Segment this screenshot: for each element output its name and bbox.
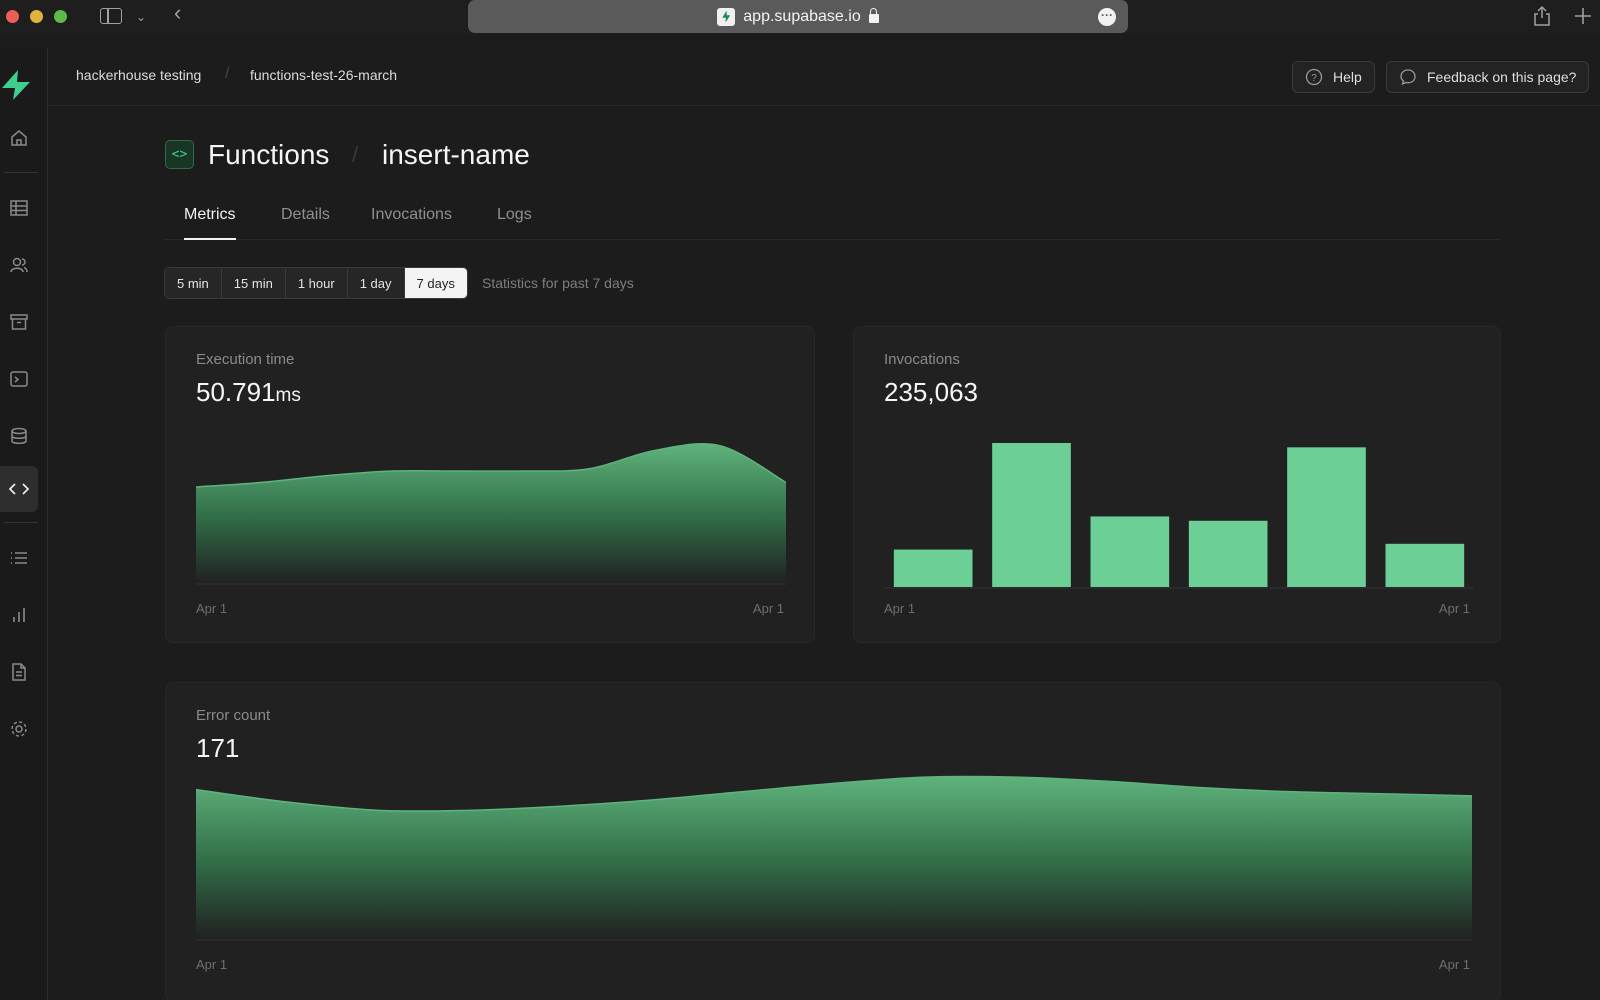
url-text: app.supabase.io (743, 7, 861, 25)
terminal-icon (10, 371, 28, 387)
maximize-window-button[interactable] (54, 10, 67, 23)
nav-settings[interactable] (0, 706, 38, 752)
left-nav (0, 48, 48, 1000)
function-tabs: Metrics Details Invocations Logs (164, 196, 1500, 240)
address-bar[interactable]: app.supabase.io ··· (468, 0, 1128, 33)
breadcrumb-project[interactable]: functions-test-26-march (250, 67, 398, 83)
range-1-hour[interactable]: 1 hour (285, 268, 348, 298)
invocations-card: Invocations 235,063 Apr 1 Apr 1 (853, 326, 1501, 643)
invocations-chart (884, 443, 1474, 589)
more-options-icon[interactable]: ··· (1098, 8, 1116, 26)
help-icon: ? (1305, 68, 1323, 86)
area-line (196, 443, 786, 488)
time-range-selector: 5 min 15 min 1 hour 1 day 7 days (164, 267, 468, 299)
execution-time-card: Execution time 50.791ms Apr 1 Apr 1 (165, 326, 815, 643)
page-title[interactable]: Functions (208, 139, 330, 170)
nav-edge-functions[interactable] (0, 466, 38, 512)
site-favicon-icon (717, 7, 736, 26)
tab-details[interactable]: Details (281, 206, 330, 223)
nav-table-editor[interactable] (0, 185, 38, 231)
users-icon (10, 257, 28, 273)
x-axis-end-label: Apr 1 (1438, 957, 1470, 972)
nav-api-docs[interactable] (0, 649, 38, 695)
nav-storage[interactable] (0, 299, 38, 345)
nav-database[interactable] (0, 413, 38, 459)
list-icon (11, 552, 27, 564)
functions-code-icon: <> (165, 140, 194, 169)
area-series (196, 443, 786, 583)
gear-icon (11, 721, 27, 737)
card-label: Error count (196, 707, 271, 724)
help-button[interactable]: ? Help (1292, 61, 1375, 93)
feedback-button[interactable]: Feedback on this page? (1386, 61, 1590, 93)
range-description: Statistics for past 7 days (482, 275, 634, 291)
share-icon[interactable] (1532, 5, 1552, 27)
nav-home[interactable] (0, 115, 38, 161)
card-value: 50.791ms (196, 377, 301, 408)
document-icon (12, 663, 26, 681)
chevron-down-icon[interactable]: ⌄ (136, 10, 147, 24)
error-count-chart (196, 775, 1472, 941)
browser-toolbar: ⌄ ‹ app.supabase.io ··· (0, 0, 1600, 34)
minimize-window-button[interactable] (30, 10, 43, 23)
tab-logs[interactable]: Logs (497, 206, 532, 223)
tab-metrics[interactable]: Metrics (184, 206, 236, 240)
execution-time-unit: ms (275, 385, 301, 406)
archive-icon (10, 314, 28, 330)
supabase-logo-icon[interactable] (0, 68, 32, 102)
bar (992, 443, 1071, 587)
x-axis-start-label: Apr 1 (196, 957, 228, 972)
feedback-label: Feedback on this page? (1427, 69, 1577, 85)
card-label: Invocations (884, 351, 960, 368)
table-icon (10, 200, 28, 216)
project-header: hackerhouse testing / functions-test-26-… (48, 48, 1600, 106)
breadcrumb-separator: / (225, 65, 230, 82)
back-icon[interactable]: ‹ (174, 0, 182, 25)
area-line (196, 775, 1472, 812)
bar-chart-icon (13, 608, 25, 622)
title-separator: / (352, 142, 359, 167)
nav-reports[interactable] (0, 592, 38, 638)
new-tab-icon[interactable] (1574, 7, 1592, 25)
nav-sql-editor[interactable] (0, 356, 38, 402)
bar (1188, 520, 1268, 587)
breadcrumb-org[interactable]: hackerhouse testing (76, 67, 202, 83)
range-15-min[interactable]: 15 min (221, 268, 286, 298)
bar (1090, 516, 1170, 587)
x-axis-start-label: Apr 1 (884, 601, 916, 616)
comment-icon (1400, 69, 1416, 86)
code-icon (8, 483, 30, 495)
area-series (196, 776, 1472, 939)
help-label: Help (1333, 69, 1362, 85)
bar (1385, 543, 1465, 587)
bar (1287, 447, 1366, 587)
invocations-value: 235,063 (884, 377, 978, 407)
range-1-day[interactable]: 1 day (347, 268, 405, 298)
svg-text:?: ? (1311, 73, 1317, 84)
nav-auth[interactable] (0, 242, 38, 288)
sidebar-toggle-icon[interactable] (100, 8, 122, 24)
x-axis-start-label: Apr 1 (196, 601, 228, 616)
lock-icon (868, 8, 879, 23)
x-axis-end-label: Apr 1 (752, 601, 784, 616)
database-icon (11, 427, 27, 444)
close-window-button[interactable] (6, 10, 19, 23)
tab-invocations[interactable]: Invocations (371, 206, 452, 223)
range-7-days[interactable]: 7 days (404, 268, 467, 298)
nav-logs[interactable] (0, 535, 38, 581)
range-5-min[interactable]: 5 min (165, 268, 222, 298)
card-label: Execution time (196, 351, 295, 368)
error-count-card: Error count 171 Apr 1 Apr 1 (165, 682, 1501, 1000)
execution-time-chart (196, 443, 786, 585)
bar (893, 549, 973, 587)
x-axis-end-label: Apr 1 (1438, 601, 1470, 616)
function-name: insert-name (382, 139, 530, 170)
execution-time-value: 50.791 (196, 377, 276, 407)
home-icon (11, 130, 27, 146)
error-count-value: 171 (196, 733, 240, 763)
